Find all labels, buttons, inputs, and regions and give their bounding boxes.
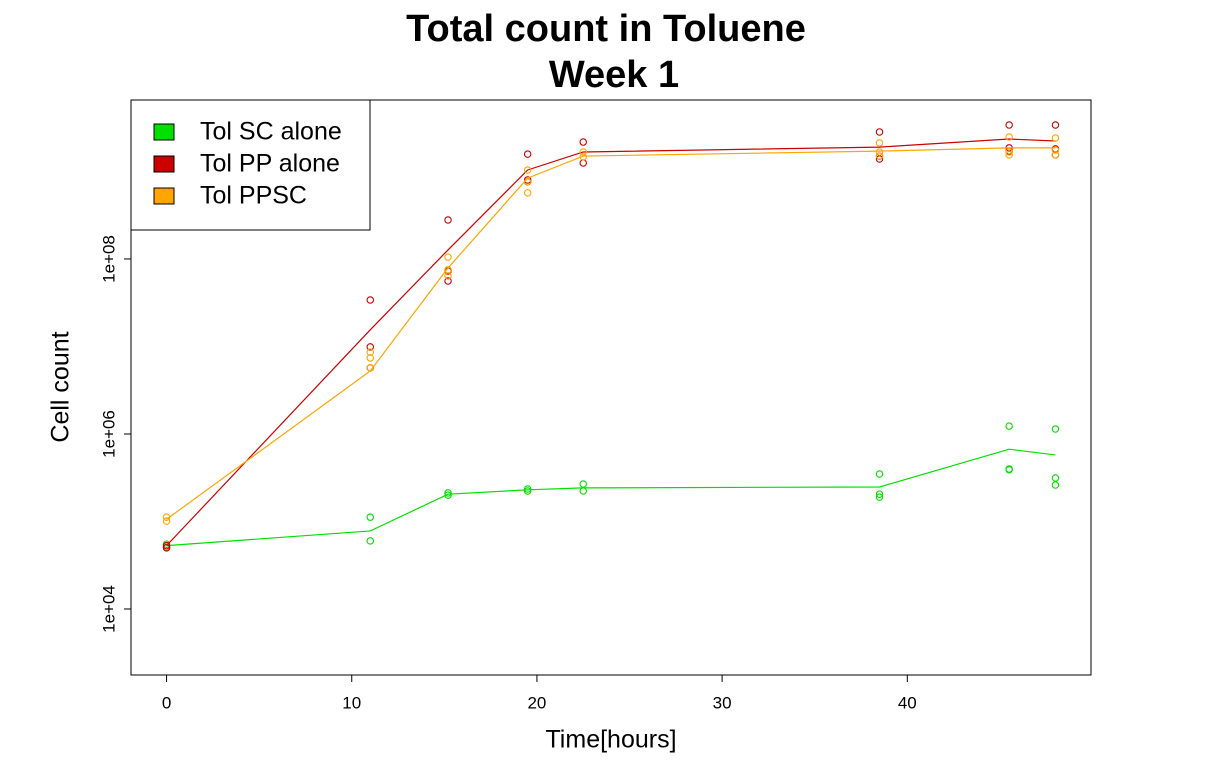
data-point [366, 296, 375, 304]
data-point [579, 480, 587, 488]
legend-label: Tol PP alone [200, 150, 340, 178]
series-line [166, 448, 1056, 547]
data-point [162, 541, 171, 550]
data-point [579, 148, 587, 156]
data-point [1051, 134, 1060, 142]
x-tick-label: 10 [342, 693, 361, 712]
legend-swatch [153, 123, 175, 141]
legend-swatch [153, 155, 175, 173]
data-point [1051, 146, 1060, 154]
data-point [1051, 121, 1060, 129]
data-point [366, 513, 375, 521]
y-tick-label: 1e+08 [99, 235, 118, 283]
x-tick-label: 40 [898, 693, 917, 712]
x-tick-label: 0 [162, 693, 171, 712]
data-point [1051, 481, 1060, 489]
data-point [523, 166, 532, 174]
data-point [444, 216, 452, 224]
data-point [1005, 422, 1013, 430]
y-tick-label: 1e+04 [99, 585, 118, 633]
data-point [1051, 474, 1060, 482]
data-point [875, 470, 884, 478]
data-point [366, 354, 375, 362]
data-point [875, 493, 884, 501]
data-point [444, 491, 452, 499]
data-point [1005, 121, 1013, 129]
data-point [366, 348, 375, 356]
data-point [1005, 148, 1013, 156]
data-point [366, 537, 375, 545]
data-point [523, 487, 532, 495]
y-tick-label: 1e+06 [99, 410, 118, 458]
data-point [162, 513, 171, 521]
chart-subtitle: Week 1 [549, 54, 679, 96]
data-point [523, 485, 532, 493]
data-point [875, 139, 884, 147]
data-point [444, 277, 452, 285]
series-line [166, 147, 1056, 520]
x-tick-label: 30 [713, 693, 732, 712]
data-point [444, 489, 452, 497]
data-point [875, 148, 884, 156]
x-axis-label: Time[hours] [545, 726, 676, 754]
data-point [875, 155, 884, 163]
data-point [875, 152, 884, 160]
data-point [1005, 133, 1013, 141]
series-line [166, 138, 1056, 547]
data-point [1005, 466, 1013, 474]
data-point [444, 272, 452, 280]
data-point [1005, 151, 1013, 159]
data-point [875, 128, 884, 136]
data-point [444, 253, 452, 261]
legend-label: Tol SC alone [200, 118, 342, 146]
chart-title: Total count in Toluene [406, 8, 806, 50]
data-point [579, 487, 587, 495]
data-point [1051, 425, 1060, 433]
data-point [579, 153, 587, 161]
data-point [1051, 151, 1060, 159]
data-point [523, 178, 532, 186]
x-tick-label: 20 [527, 693, 546, 712]
legend-label: Tol PPSC [200, 182, 307, 210]
legend-swatch [153, 187, 175, 205]
data-point [523, 189, 532, 197]
data-point [366, 364, 375, 372]
data-point [366, 343, 375, 351]
data-point [162, 544, 171, 552]
y-axis-label: Cell count [47, 331, 75, 442]
data-point [523, 150, 532, 158]
data-point [162, 517, 171, 525]
data-point [875, 490, 884, 498]
data-point [579, 138, 587, 146]
